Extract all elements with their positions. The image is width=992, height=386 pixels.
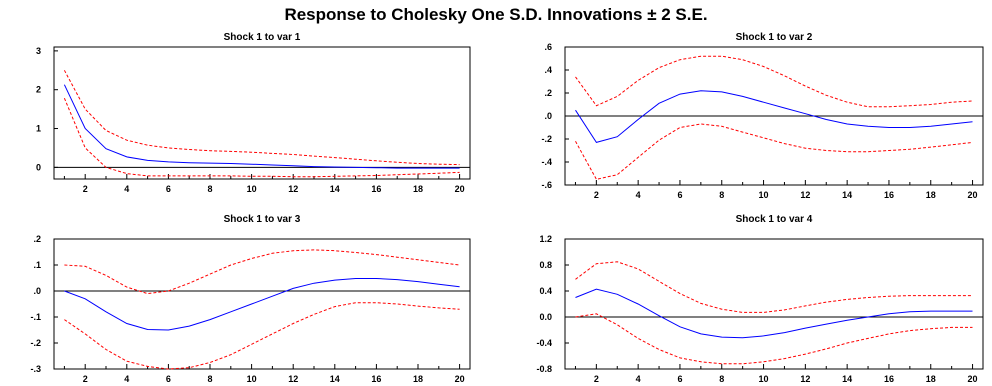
y-tick-label: 0 <box>36 162 41 172</box>
response-line <box>64 278 460 331</box>
x-tick-label: 14 <box>842 374 852 384</box>
x-tick-label: 8 <box>719 374 724 384</box>
plot-frame <box>53 46 471 180</box>
y-tick-label: 2 <box>36 85 41 95</box>
lower-band-line <box>64 302 460 370</box>
panel-3: Shock 1 to var 3 -.3 -.2 -.1 .0 .1 .2 2 4 6 8 10 12 1… <box>30 214 471 384</box>
x-tick-label: 12 <box>800 374 810 384</box>
x-tick-label: 16 <box>884 190 894 200</box>
x-tick-label: 12 <box>800 190 810 200</box>
x-tick-label: 14 <box>842 190 852 200</box>
x-tick-label: 10 <box>759 190 769 200</box>
y-tick-label: -.2 <box>30 338 41 348</box>
x-tick-label: 10 <box>759 374 769 384</box>
panel-4: Shock 1 to var 4 -0.8 -0.4 0.0 0.4 0.8 1.2 2 4 6 8… <box>536 214 984 384</box>
upper-band-line <box>575 55 973 108</box>
y-tick-label: -0.8 <box>536 364 552 374</box>
x-tick-label: 10 <box>247 374 257 384</box>
x-tick-label: 14 <box>330 374 340 384</box>
panel-title: Shock 1 to var 4 <box>736 214 813 225</box>
x-tick-label: 10 <box>247 184 257 194</box>
panel-title: Shock 1 to var 1 <box>224 32 301 43</box>
x-tick-label: 16 <box>371 374 381 384</box>
x-tick-label: 4 <box>124 374 129 384</box>
y-tick-label: 0.0 <box>539 312 552 322</box>
y-tick-label: .2 <box>544 88 552 98</box>
response-line <box>575 288 973 339</box>
y-tick-label: -0.4 <box>536 338 552 348</box>
y-tick-label: -.4 <box>541 157 552 167</box>
panel-title: Shock 1 to var 2 <box>736 32 813 43</box>
x-tick-label: 20 <box>968 374 978 384</box>
x-tick-label: 6 <box>166 374 171 384</box>
lower-band-line <box>575 123 973 180</box>
y-tick-label: -.3 <box>30 364 41 374</box>
y-tick-label: 3 <box>36 46 41 56</box>
y-tick-label: .0 <box>544 111 552 121</box>
y-tick-label: 0.8 <box>539 260 552 270</box>
x-tick-label: 16 <box>884 374 894 384</box>
x-tick-label: 14 <box>330 184 340 194</box>
lower-band-line <box>63 98 460 178</box>
panel-title: Shock 1 to var 3 <box>224 214 301 225</box>
x-tick-label: 2 <box>594 190 599 200</box>
figure-title: Response to Cholesky One S.D. Innovation… <box>284 5 708 24</box>
y-tick-label: .1 <box>33 260 41 270</box>
x-tick-label: 20 <box>455 374 465 384</box>
x-tick-label: 12 <box>288 184 298 194</box>
x-tick-label: 8 <box>207 374 212 384</box>
x-tick-label: 8 <box>207 184 212 194</box>
plot-frame <box>564 238 984 370</box>
y-tick-label: .4 <box>544 65 552 75</box>
y-tick-label: 1 <box>36 124 41 134</box>
x-tick-label: 12 <box>288 374 298 384</box>
x-tick-label: 18 <box>926 374 936 384</box>
y-tick-label: -.2 <box>541 134 552 144</box>
x-tick-label: 18 <box>413 184 423 194</box>
x-tick-label: 20 <box>455 184 465 194</box>
upper-band-line <box>575 261 973 313</box>
x-tick-label: 2 <box>83 374 88 384</box>
x-tick-label: 18 <box>413 374 423 384</box>
y-tick-label: 0.4 <box>539 286 552 296</box>
x-tick-label: 6 <box>166 184 171 194</box>
upper-band-line <box>63 70 460 166</box>
y-tick-label: .0 <box>33 286 41 296</box>
x-tick-label: 16 <box>371 184 381 194</box>
panel-2: Shock 1 to var 2 -.6 -.4 -.2 .0 .2 .4 .6 2 4 6 8 10 1… <box>541 32 984 200</box>
x-tick-label: 2 <box>594 374 599 384</box>
response-line <box>575 90 973 143</box>
x-tick-label: 4 <box>124 184 129 194</box>
lower-band-line <box>575 313 973 365</box>
x-tick-label: 2 <box>83 184 88 194</box>
x-tick-label: 18 <box>926 190 936 200</box>
x-tick-label: 6 <box>677 190 682 200</box>
y-tick-label: .2 <box>33 234 41 244</box>
x-tick-label: 4 <box>636 374 641 384</box>
y-tick-label: .6 <box>544 42 552 52</box>
x-tick-label: 4 <box>636 190 641 200</box>
response-line <box>63 84 460 169</box>
x-tick-label: 8 <box>719 190 724 200</box>
y-tick-label: -.1 <box>30 312 41 322</box>
x-tick-label: 20 <box>968 190 978 200</box>
y-tick-label: 1.2 <box>539 234 552 244</box>
upper-band-line <box>64 249 460 295</box>
y-tick-label: -.6 <box>541 180 552 190</box>
x-tick-label: 6 <box>677 374 682 384</box>
plot-frame <box>53 238 471 370</box>
